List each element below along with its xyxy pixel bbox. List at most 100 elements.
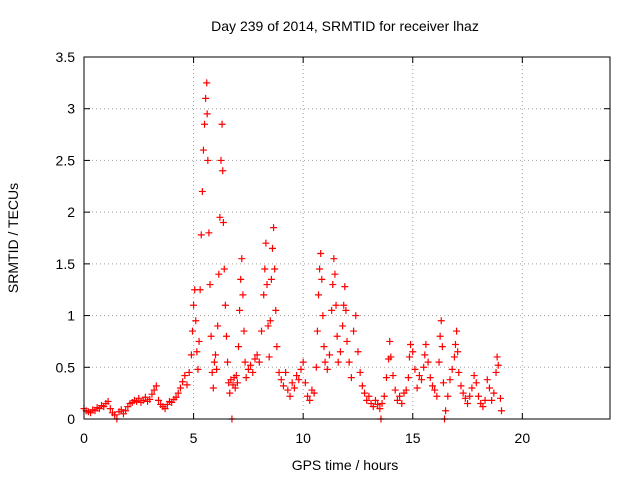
data-point: [122, 407, 130, 415]
data-point: [224, 358, 232, 366]
data-point: [389, 372, 397, 380]
data-point: [488, 396, 496, 404]
y-tick-label: 1.5: [56, 256, 76, 272]
data-point: [207, 332, 215, 340]
data-point: [424, 358, 432, 366]
data-point: [172, 393, 180, 401]
data-point: [371, 396, 379, 404]
data-point: [332, 301, 340, 309]
data-point: [155, 396, 163, 404]
data-point: [237, 275, 245, 283]
data-point: [247, 361, 255, 369]
data-point: [409, 348, 417, 356]
data-point: [437, 317, 445, 325]
data-point: [106, 405, 114, 413]
data-point: [316, 265, 324, 273]
data-point: [315, 291, 323, 299]
data-point: [464, 399, 472, 407]
data-point: [146, 395, 154, 403]
data-point: [242, 374, 250, 382]
x-tick-label: 15: [405, 430, 421, 446]
data-point: [446, 376, 454, 384]
data-point: [241, 358, 249, 366]
data-point: [215, 270, 223, 278]
data-point: [183, 381, 191, 389]
data-point: [235, 343, 243, 351]
data-point: [135, 394, 143, 402]
data-point: [271, 265, 279, 273]
data-point: [284, 386, 292, 394]
data-point: [273, 343, 281, 351]
data-point: [197, 231, 205, 239]
data-point: [233, 379, 241, 387]
data-point: [334, 358, 342, 366]
data-point: [453, 327, 461, 335]
data-point: [260, 291, 268, 299]
data-point: [450, 353, 458, 361]
data-point: [218, 120, 226, 128]
data-point: [174, 389, 182, 397]
data-point: [492, 368, 500, 376]
data-point: [238, 255, 246, 263]
data-point: [288, 379, 296, 387]
data-point: [264, 322, 272, 330]
data-point: [475, 392, 482, 400]
data-point: [195, 337, 203, 345]
data-point: [239, 291, 247, 299]
y-tick-label: 1: [67, 308, 75, 324]
data-point: [176, 384, 184, 392]
data-point: [405, 353, 413, 361]
data-point: [479, 403, 487, 411]
data-point: [356, 368, 364, 376]
data-point: [199, 146, 207, 154]
data-point: [194, 365, 202, 373]
data-point: [376, 405, 384, 413]
y-tick-label: 3: [67, 101, 75, 117]
data-point: [413, 384, 421, 392]
data-point: [253, 351, 261, 359]
data-point: [301, 379, 309, 387]
data-point: [343, 337, 351, 345]
data-point: [267, 275, 275, 283]
data-point: [117, 406, 125, 414]
data-point: [265, 353, 273, 361]
data-point: [420, 363, 428, 371]
data-point: [203, 79, 211, 87]
data-point: [455, 368, 463, 376]
y-tick-label: 0: [67, 411, 75, 427]
data-point: [363, 396, 371, 404]
data-point: [428, 382, 436, 390]
data-point: [204, 156, 212, 164]
data-point: [231, 384, 239, 392]
data-point: [439, 379, 447, 387]
data-point: [496, 394, 504, 402]
data-point: [217, 156, 225, 164]
data-point: [310, 389, 318, 397]
data-point: [236, 306, 244, 314]
data-point: [352, 312, 360, 320]
y-tick-label: 2.5: [56, 152, 76, 168]
data-point: [179, 378, 187, 386]
data-point: [161, 405, 169, 413]
data-point: [358, 382, 366, 390]
data-point: [232, 372, 240, 380]
data-point: [391, 386, 399, 394]
tick-labels: 0 0.5 1 1.5 2 2.5 3 3.5 0 5 10 15 20: [56, 49, 531, 446]
data-point: [448, 365, 456, 373]
data-point: [498, 407, 506, 415]
data-point: [339, 322, 347, 330]
data-point: [485, 384, 493, 392]
data-point: [266, 317, 274, 325]
data-point: [454, 348, 462, 356]
data-point: [213, 365, 221, 373]
data-point: [262, 239, 270, 247]
data-point: [374, 401, 382, 409]
data-point: [317, 250, 325, 258]
data-point: [312, 363, 320, 371]
data-point: [219, 218, 227, 226]
data-point: [490, 389, 498, 397]
data-point: [286, 392, 294, 400]
data-point: [451, 341, 459, 349]
data-point: [202, 94, 210, 102]
data-point: [205, 229, 213, 237]
